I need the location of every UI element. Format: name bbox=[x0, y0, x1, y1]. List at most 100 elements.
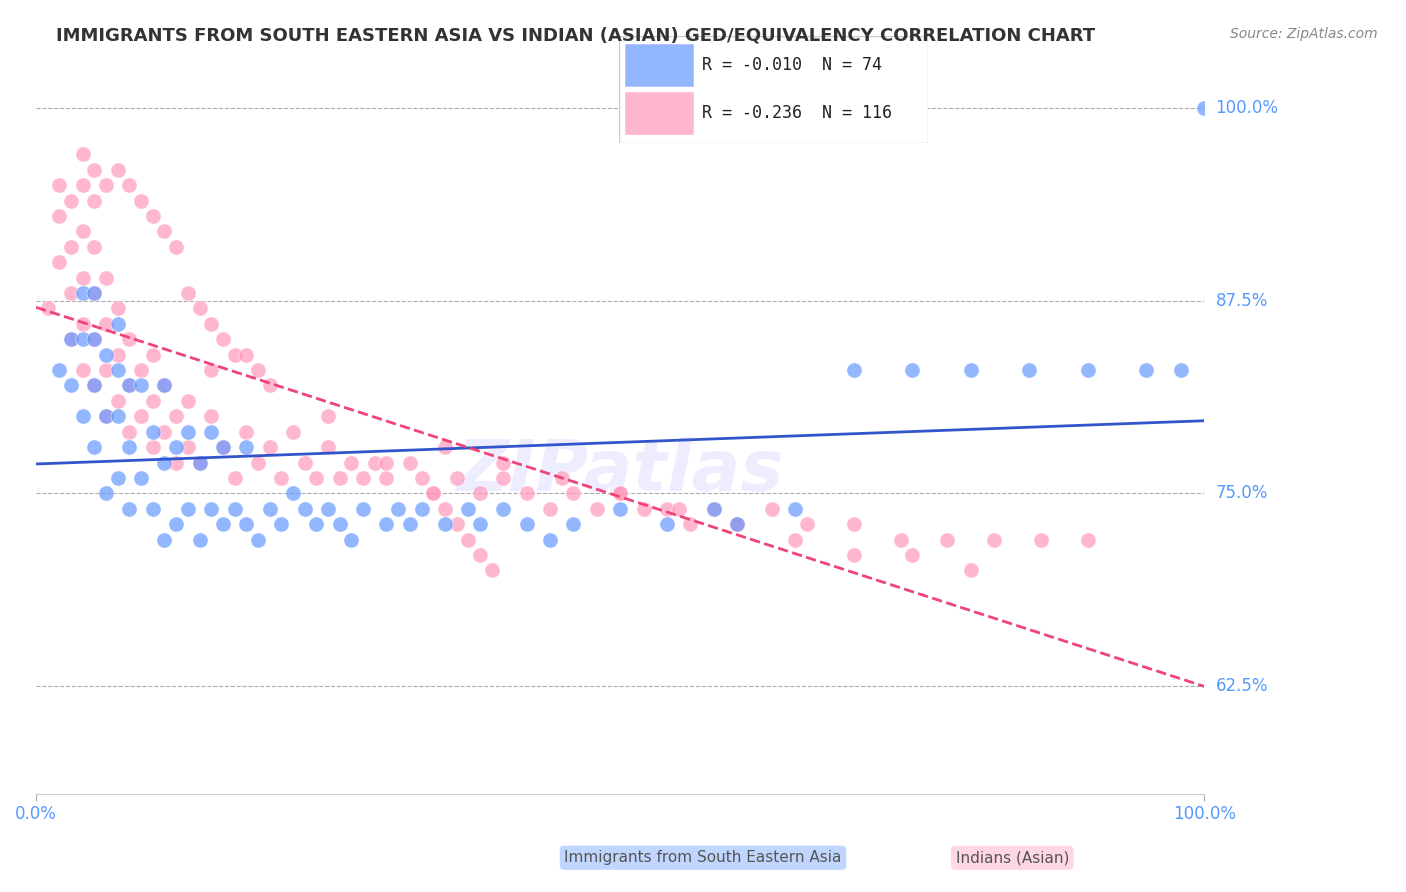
Point bbox=[468, 517, 491, 532]
Point bbox=[655, 517, 678, 532]
Point bbox=[562, 486, 585, 500]
Point bbox=[246, 533, 269, 547]
Point bbox=[259, 440, 281, 454]
Point bbox=[398, 456, 420, 470]
Point bbox=[375, 517, 398, 532]
Point bbox=[983, 533, 1005, 547]
Point bbox=[703, 501, 725, 516]
Point bbox=[118, 501, 141, 516]
Point bbox=[761, 501, 783, 516]
Point bbox=[48, 255, 70, 269]
Point bbox=[118, 178, 141, 193]
Point bbox=[679, 517, 702, 532]
Point bbox=[294, 456, 316, 470]
Text: IMMIGRANTS FROM SOUTH EASTERN ASIA VS INDIAN (ASIAN) GED/EQUIVALENCY CORRELATION: IMMIGRANTS FROM SOUTH EASTERN ASIA VS IN… bbox=[56, 27, 1095, 45]
Point bbox=[316, 440, 339, 454]
Point bbox=[59, 332, 82, 346]
Point bbox=[890, 533, 912, 547]
Point bbox=[294, 501, 316, 516]
Text: R = -0.010  N = 74: R = -0.010 N = 74 bbox=[702, 55, 882, 73]
Point bbox=[59, 286, 82, 301]
Point bbox=[457, 501, 479, 516]
Point bbox=[107, 317, 129, 331]
Text: 62.5%: 62.5% bbox=[1216, 677, 1268, 695]
Point bbox=[246, 363, 269, 377]
Point bbox=[585, 501, 607, 516]
Point bbox=[107, 301, 129, 316]
Point bbox=[83, 240, 105, 254]
Point bbox=[72, 224, 94, 238]
Point bbox=[516, 486, 538, 500]
Point bbox=[668, 501, 690, 516]
Point bbox=[83, 332, 105, 346]
Point bbox=[94, 409, 117, 424]
Point bbox=[83, 378, 105, 392]
Point bbox=[177, 286, 200, 301]
Point bbox=[83, 286, 105, 301]
Point bbox=[305, 517, 328, 532]
Point bbox=[364, 456, 387, 470]
Point bbox=[200, 425, 222, 439]
Point bbox=[212, 440, 235, 454]
Point bbox=[422, 486, 444, 500]
Point bbox=[1018, 363, 1040, 377]
Point bbox=[959, 363, 981, 377]
Point bbox=[200, 363, 222, 377]
Text: 100.0%: 100.0% bbox=[1216, 99, 1278, 117]
Point bbox=[387, 501, 409, 516]
Point bbox=[796, 517, 818, 532]
Text: Indians (Asian): Indians (Asian) bbox=[956, 850, 1069, 865]
Point bbox=[1194, 101, 1216, 115]
Point bbox=[94, 178, 117, 193]
Point bbox=[411, 501, 433, 516]
Point bbox=[107, 348, 129, 362]
Point bbox=[48, 209, 70, 223]
Point bbox=[118, 440, 141, 454]
Point bbox=[492, 471, 515, 485]
Text: ZIPatlas: ZIPatlas bbox=[457, 437, 785, 506]
Point bbox=[398, 517, 420, 532]
Point bbox=[609, 486, 631, 500]
FancyBboxPatch shape bbox=[624, 45, 693, 86]
Point bbox=[200, 501, 222, 516]
Point bbox=[72, 147, 94, 161]
Point bbox=[316, 409, 339, 424]
Point bbox=[411, 471, 433, 485]
Point bbox=[72, 409, 94, 424]
Point bbox=[1077, 533, 1099, 547]
Point bbox=[785, 533, 807, 547]
Point bbox=[118, 425, 141, 439]
Text: 75.0%: 75.0% bbox=[1216, 484, 1268, 502]
Point bbox=[165, 517, 187, 532]
Point bbox=[153, 533, 176, 547]
Point bbox=[959, 563, 981, 577]
Point bbox=[538, 501, 561, 516]
Point bbox=[270, 471, 292, 485]
Point bbox=[235, 425, 257, 439]
Point bbox=[153, 378, 176, 392]
Point bbox=[177, 393, 200, 408]
Point bbox=[153, 425, 176, 439]
Point bbox=[785, 501, 807, 516]
Point bbox=[375, 471, 398, 485]
Point bbox=[107, 471, 129, 485]
Point bbox=[48, 178, 70, 193]
FancyBboxPatch shape bbox=[624, 93, 693, 134]
Point bbox=[83, 378, 105, 392]
Point bbox=[468, 548, 491, 562]
Point bbox=[59, 240, 82, 254]
Point bbox=[725, 517, 748, 532]
Point bbox=[94, 348, 117, 362]
Text: Immigrants from South Eastern Asia: Immigrants from South Eastern Asia bbox=[564, 850, 842, 865]
Point bbox=[433, 440, 456, 454]
Point bbox=[340, 456, 363, 470]
Point bbox=[433, 501, 456, 516]
Point bbox=[352, 471, 374, 485]
Point bbox=[72, 270, 94, 285]
Point bbox=[142, 209, 165, 223]
Point bbox=[1135, 363, 1157, 377]
Point bbox=[37, 301, 59, 316]
Point bbox=[107, 162, 129, 177]
Point bbox=[235, 517, 257, 532]
Point bbox=[48, 363, 70, 377]
